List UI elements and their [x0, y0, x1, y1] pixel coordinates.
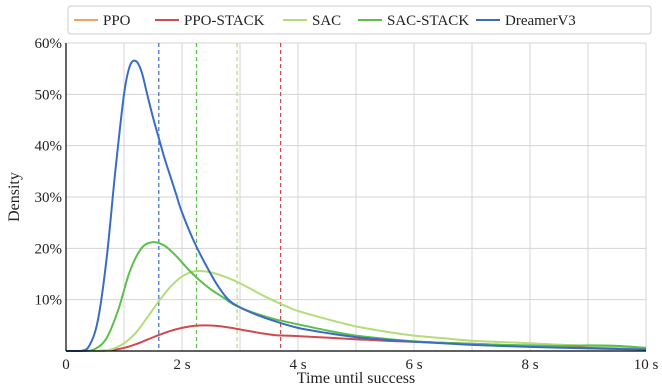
- y-tick-labels: 10% 20% 30% 40% 50% 60%: [35, 36, 63, 309]
- x-tick-label: 10 s: [634, 357, 659, 373]
- y-tick-label: 20%: [35, 241, 63, 257]
- series-line-sac: [65, 269, 647, 352]
- y-axis-label: Density: [6, 172, 23, 222]
- legend-label-sac: SAC: [312, 13, 341, 29]
- legend-label-dreamerv3: DreamerV3: [505, 13, 576, 29]
- x-tick-labels: 0 2 s 4 s 6 s 8 s 10 s: [62, 357, 658, 373]
- mean-lines: [158, 43, 282, 351]
- legend: PPO PPO-STACK SAC SAC-STACK DreamerV3: [67, 5, 652, 35]
- x-axis-label: Time until success: [297, 370, 416, 387]
- series-lines: [65, 59, 647, 352]
- legend-label-sac-stack: SAC-STACK: [387, 13, 469, 29]
- y-tick-label: 40%: [35, 139, 63, 155]
- y-tick-label: 30%: [35, 190, 63, 206]
- y-tick-label: 60%: [35, 36, 63, 52]
- legend-label-ppo: PPO: [103, 13, 131, 29]
- legend-label-ppo-stack: PPO-STACK: [184, 13, 265, 29]
- x-tick-label: 8 s: [521, 357, 538, 373]
- x-tick-label: 6 s: [405, 357, 422, 373]
- series-line-dreamerv3: [65, 59, 647, 352]
- y-tick-label: 50%: [35, 87, 63, 103]
- x-tick-label: 4 s: [289, 357, 306, 373]
- x-tick-label: 2 s: [173, 357, 190, 373]
- grid: [66, 42, 647, 351]
- x-tick-label: 0: [62, 357, 70, 373]
- axes: [65, 43, 646, 352]
- y-tick-label: 10%: [35, 293, 63, 309]
